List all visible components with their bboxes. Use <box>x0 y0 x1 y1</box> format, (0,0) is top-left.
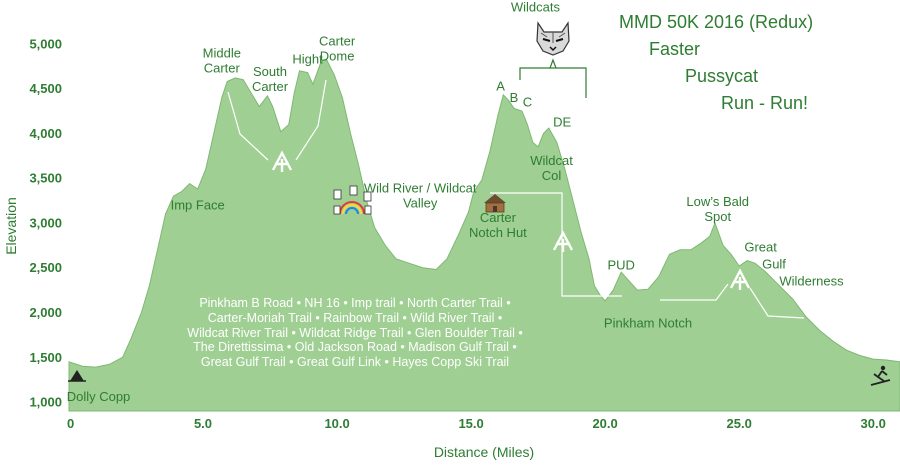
y-tick-label: 4,500 <box>29 81 62 96</box>
annotation-line: PUD <box>607 258 634 273</box>
annotation-line: Carter <box>252 79 289 94</box>
annotation-peak-b: B <box>510 90 519 105</box>
annotation-wilderness: Wilderness <box>779 274 844 289</box>
annotation-line: C <box>523 95 532 110</box>
annotation-lows-bald-spot: Low’s Bald Spot <box>686 194 749 224</box>
annotation-line: DE <box>553 114 571 129</box>
cabin-icon <box>484 194 506 213</box>
y-tick-label: 5,000 <box>29 36 62 51</box>
y-tick-label: 2,500 <box>29 260 62 275</box>
y-axis-title: Elevation <box>3 197 19 255</box>
at-logo-icon <box>271 150 293 172</box>
annotation-line: Col <box>542 168 562 183</box>
skier-icon <box>870 365 891 386</box>
annotation-peak-a: A <box>496 79 505 94</box>
annotation-line: Hight <box>292 52 323 67</box>
annotation-line: Notch Hut <box>469 225 527 240</box>
annotation-peak-de: DE <box>553 114 571 129</box>
annotation-wildcat-col: Wildcat Col <box>530 153 573 183</box>
trail-line-2: Carter-Moriah Trail • Rainbow Trail • Wi… <box>208 311 502 325</box>
annotation-line: Carter <box>480 210 517 225</box>
annotation-line: Valley <box>403 196 438 211</box>
x-tick-label: 0 <box>67 416 74 431</box>
rainbow-icon <box>333 185 372 215</box>
y-axis-ticks: 1,000 1,500 2,000 2,500 3,000 3,500 4,000 4,500… <box>29 36 62 409</box>
annotation-line: Pinkham Notch <box>604 316 692 331</box>
trail-line-3: Wildcat River Trail • Wildcat Ridge Trai… <box>187 326 522 340</box>
annotation-line: Spot <box>704 209 731 224</box>
elevation-area <box>68 58 900 412</box>
x-tick-label: 30.0 <box>861 416 886 431</box>
annotation-pinkham-notch: Pinkham Notch <box>604 316 692 331</box>
annotation-line: Dolly Copp <box>67 389 131 404</box>
title-line-2: Faster <box>649 39 700 59</box>
trail-line-4: The Direttissima • Old Jackson Road • Ma… <box>193 340 517 354</box>
annotation-south-carter: South Carter <box>252 64 289 94</box>
annotation-line: A <box>496 79 505 94</box>
annotation-great-gulf: Great <box>744 240 777 255</box>
wildcats-bracket-tip <box>549 58 557 69</box>
chart-title: MMD 50K 2016 (Redux) Faster Pussycat Run… <box>619 12 813 113</box>
annotation-carter-notch-hut: Carter Notch Hut <box>469 210 527 240</box>
annotation-line: Wild River / Wildcat <box>364 181 477 196</box>
x-tick-label: 5.0 <box>194 416 212 431</box>
annotation-imp-face: Imp Face <box>171 198 225 213</box>
y-tick-label: 1,000 <box>29 395 62 410</box>
annotation-line: Carter <box>204 60 241 75</box>
y-tick-label: 1,500 <box>29 350 62 365</box>
annotation-line: Dome <box>320 49 355 64</box>
annotation-gulf: Gulf <box>762 257 786 272</box>
annotation-line: Carter <box>319 34 356 49</box>
x-tick-label: 10.0 <box>324 416 349 431</box>
y-tick-label: 2,000 <box>29 305 62 320</box>
annotation-line: Wilderness <box>779 274 844 289</box>
title-line-1: MMD 50K 2016 (Redux) <box>619 12 813 32</box>
annotation-line: Wildcats <box>511 0 561 15</box>
annotation-line: Imp Face <box>171 198 225 213</box>
tent-icon <box>68 370 86 382</box>
y-tick-label: 3,000 <box>29 216 62 231</box>
trail-list: Pinkham B Road • NH 16 • Imp trail • Nor… <box>187 296 522 369</box>
annotation-wildcats: Wildcats <box>511 0 561 15</box>
annotation-line: Gulf <box>762 257 786 272</box>
x-axis-title: Distance (Miles) <box>434 444 534 460</box>
wildcats-bracket <box>519 67 587 98</box>
title-line-3: Pussycat <box>685 66 758 86</box>
x-tick-label: 20.0 <box>592 416 617 431</box>
annotation-wild-river: Wild River / Wildcat Valley <box>364 181 477 211</box>
annotation-peak-c: C <box>523 95 532 110</box>
annotation-line: B <box>510 90 519 105</box>
title-line-4: Run - Run! <box>721 93 808 113</box>
annotation-line: South <box>253 64 287 79</box>
x-axis-ticks: 0 5.0 10.0 15.0 20.0 25.0 30.0 <box>67 416 886 431</box>
y-tick-label: 3,500 <box>29 171 62 186</box>
annotation-line: Low’s Bald <box>686 194 749 209</box>
trail-line-1: Pinkham B Road • NH 16 • Imp trail • Nor… <box>199 296 510 310</box>
annotation-hight: Hight <box>292 52 323 67</box>
annotation-middle-carter: Middle Carter <box>203 45 241 75</box>
annotation-dolly-copp: Dolly Copp <box>67 389 131 404</box>
annotation-line: Middle <box>203 45 241 60</box>
annotation-line: Great <box>744 240 777 255</box>
annotation-line: Wildcat <box>530 153 573 168</box>
x-tick-label: 25.0 <box>727 416 752 431</box>
at-logo-icon <box>729 268 751 290</box>
trail-line-5: Great Gulf Trail • Great Gulf Link • Hay… <box>201 355 509 369</box>
annotation-carter-dome: Carter Dome <box>319 34 356 64</box>
y-tick-label: 4,000 <box>29 126 62 141</box>
x-tick-label: 15.0 <box>458 416 483 431</box>
wildcat-icon <box>536 21 570 56</box>
at-logo-icon <box>552 230 574 252</box>
annotation-pud: PUD <box>607 258 634 273</box>
